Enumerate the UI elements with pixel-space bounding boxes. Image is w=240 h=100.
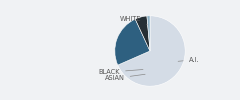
Wedge shape <box>135 16 150 51</box>
Text: BLACK: BLACK <box>99 69 143 75</box>
Text: A.I.: A.I. <box>178 57 199 63</box>
Wedge shape <box>118 16 185 86</box>
Text: WHITE: WHITE <box>120 16 147 25</box>
Wedge shape <box>115 19 150 65</box>
Wedge shape <box>147 16 150 51</box>
Text: ASIAN: ASIAN <box>105 74 145 82</box>
